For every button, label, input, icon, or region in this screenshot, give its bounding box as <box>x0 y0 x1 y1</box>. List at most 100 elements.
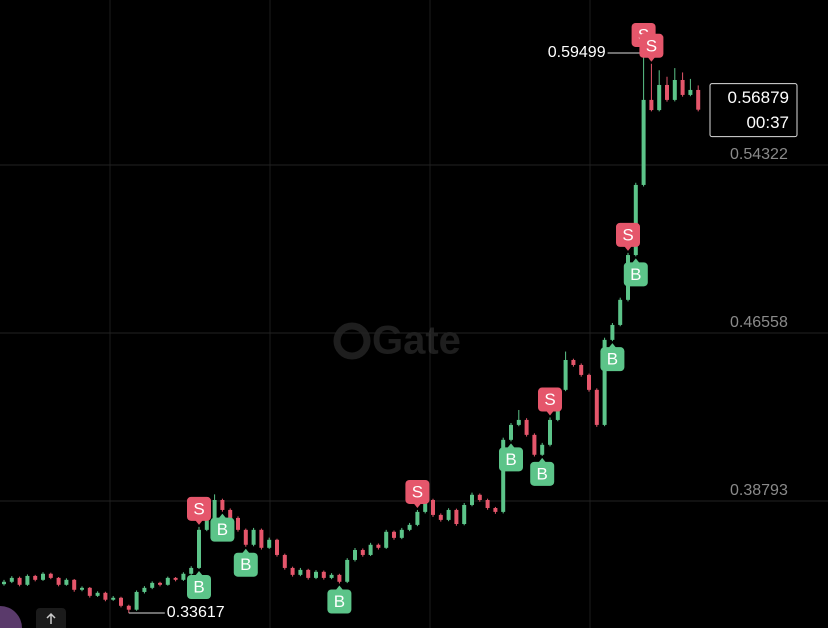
marker-box <box>210 517 235 542</box>
y-tick-label: 0.46558 <box>730 314 788 331</box>
candle-body <box>150 582 155 588</box>
candle-body <box>181 573 186 580</box>
candle-body <box>142 587 147 592</box>
marker-box <box>187 575 211 600</box>
marker-box <box>187 496 211 521</box>
candle-body <box>423 499 428 512</box>
candle-body <box>399 529 404 538</box>
candle-body <box>618 299 623 325</box>
candle-body <box>197 529 201 568</box>
trade-marker: B <box>623 258 648 287</box>
candle-body <box>610 324 615 340</box>
candle-body <box>72 579 77 590</box>
candle-body <box>95 592 100 596</box>
candle-body <box>415 511 420 525</box>
candle-body <box>126 605 131 610</box>
marker-pointer <box>538 457 547 463</box>
candle-body <box>251 529 256 545</box>
candle-body <box>345 559 350 582</box>
marker-label: S <box>544 390 555 409</box>
marker-box <box>639 33 664 58</box>
candle-body <box>111 597 116 600</box>
candle-body <box>329 574 334 578</box>
candle-body <box>446 509 451 520</box>
trade-marker: S <box>616 222 640 251</box>
candle-body <box>290 567 295 575</box>
candle-body <box>649 99 654 111</box>
candle-body <box>563 359 568 390</box>
marker-pointer <box>546 410 554 416</box>
high-label: 0.59499 <box>548 44 606 61</box>
marker-box <box>538 387 562 412</box>
trade-marker: B <box>530 457 555 486</box>
marker-pointer <box>624 245 632 251</box>
candle-body <box>696 89 701 110</box>
marker-label: S <box>622 225 633 244</box>
candle-body <box>524 419 529 435</box>
candle-body <box>165 577 170 585</box>
candle-body <box>392 531 396 538</box>
candle-body <box>119 597 123 606</box>
candle-body <box>314 571 318 578</box>
y-tick-label: 0.38793 <box>730 482 788 499</box>
candle-body <box>103 592 108 600</box>
candle-body <box>602 339 607 425</box>
candle-body <box>641 99 646 185</box>
marker-label: B <box>334 592 345 611</box>
candle-body <box>173 577 178 580</box>
candle-body <box>212 499 217 520</box>
marker-label: S <box>412 482 423 501</box>
candle-body <box>672 79 677 100</box>
candle-body <box>134 591 139 610</box>
trade-marker: B <box>327 585 352 614</box>
trade-marker: S <box>405 479 430 508</box>
candle-body <box>540 444 545 455</box>
candle-body <box>688 89 693 95</box>
candle-body <box>80 587 84 590</box>
candle-body <box>360 549 365 555</box>
candle-body <box>594 389 599 425</box>
avatar[interactable] <box>0 606 22 628</box>
plot: 0.387930.465580.543220.594990.33617SBBBB… <box>0 22 828 621</box>
trade-marker: B <box>499 443 523 472</box>
candle-body <box>259 529 264 548</box>
marker-pointer <box>218 513 227 519</box>
candle-body <box>236 517 240 530</box>
candle-body <box>189 567 194 574</box>
marker-pointer <box>241 548 250 554</box>
trade-marker: S <box>538 387 562 416</box>
candle-body <box>56 577 61 585</box>
candle-body <box>532 434 537 455</box>
watermark-text: Gate <box>372 319 461 363</box>
candle-body <box>509 424 513 440</box>
candle-body <box>87 587 92 596</box>
vertical-grid <box>109 0 591 628</box>
trade-marker: S <box>187 496 211 525</box>
candle-body <box>454 509 459 525</box>
candle-body <box>298 569 303 575</box>
marker-label: S <box>193 499 204 518</box>
trade-marker: B <box>233 548 258 577</box>
marker-label: B <box>607 350 618 369</box>
marker-label: B <box>217 520 228 539</box>
marker-label: B <box>193 577 204 596</box>
candle-body <box>407 524 412 530</box>
candle-body <box>267 539 272 548</box>
marker-box <box>530 461 555 486</box>
candle-body <box>587 374 591 390</box>
marker-box <box>623 262 648 287</box>
trade-marker: S <box>639 33 664 62</box>
trade-marker: B <box>210 513 235 542</box>
candle-body <box>275 539 279 555</box>
candle-body <box>48 573 53 578</box>
candle-body <box>493 507 498 512</box>
marker-label: B <box>630 265 641 284</box>
candle-body <box>516 419 521 425</box>
marker-pointer <box>335 585 344 591</box>
y-tick-label: 0.54322 <box>730 146 788 163</box>
marker-box <box>600 347 625 372</box>
marker-label: B <box>505 450 516 469</box>
candle-body <box>204 519 209 530</box>
